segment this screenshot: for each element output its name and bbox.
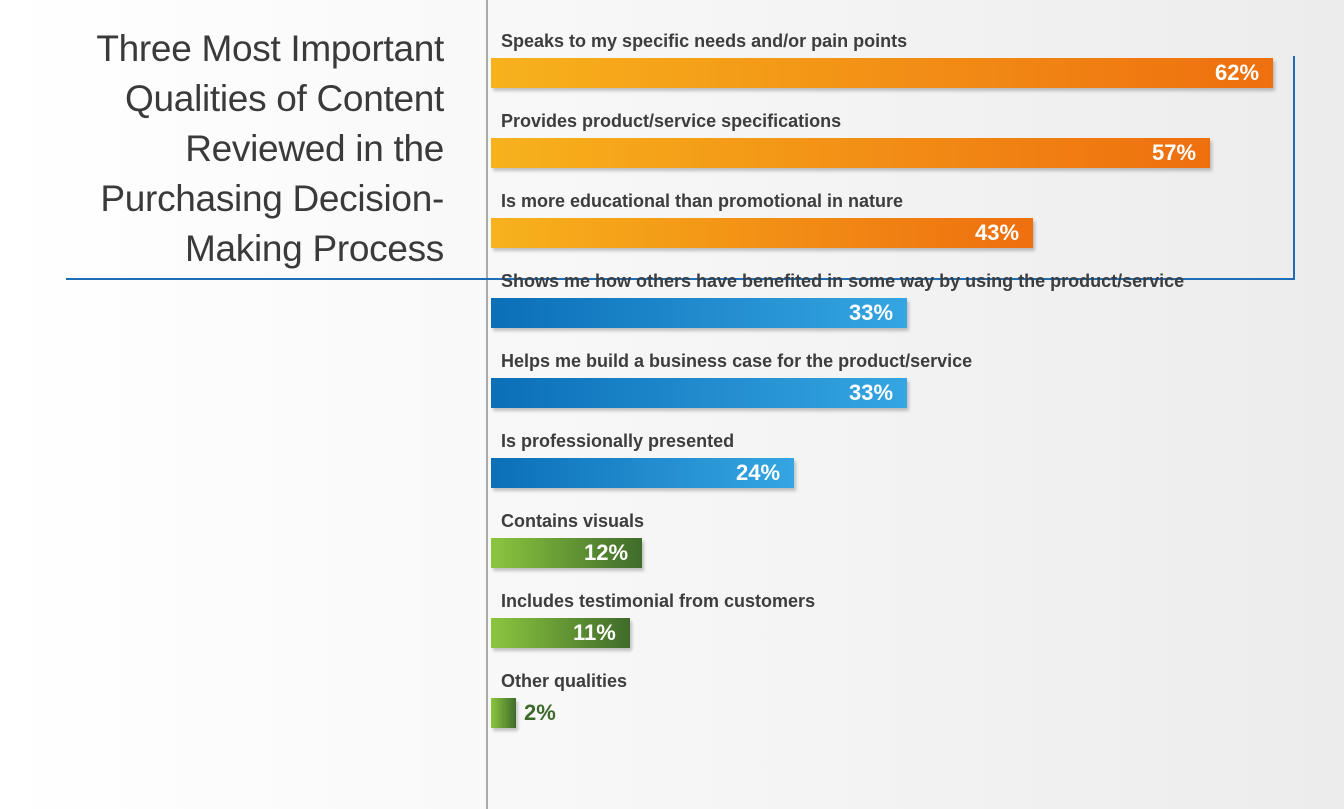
category-label: Contains visuals: [501, 511, 645, 531]
value-label: 57%: [1152, 140, 1197, 165]
bar: [491, 58, 1273, 88]
bar: [491, 218, 1033, 248]
bar: [491, 698, 516, 728]
bar: [491, 298, 907, 328]
value-label: 24%: [736, 460, 781, 485]
top-three-underline: [66, 278, 1295, 280]
title-line-2: Qualities of Content: [125, 78, 444, 119]
title-line-1: Three Most Important: [96, 28, 444, 69]
category-label: Is professionally presented: [501, 431, 735, 451]
bar: [491, 138, 1210, 168]
value-label: 33%: [849, 300, 894, 325]
category-label: Helps me build a business case for the p…: [501, 351, 973, 371]
title-line-4: Purchasing Decision-: [100, 178, 444, 219]
title-line-5: Making Process: [184, 228, 444, 269]
category-label: Speaks to my specific needs and/or pain …: [501, 31, 908, 51]
value-label: 2%: [524, 700, 556, 725]
value-label: 43%: [975, 220, 1020, 245]
value-label: 11%: [573, 620, 616, 645]
value-label: 12%: [584, 540, 629, 565]
category-label: Includes testimonial from customers: [501, 591, 816, 611]
category-label: Is more educational than promotional in …: [501, 191, 904, 211]
category-label: Other qualities: [501, 671, 628, 691]
category-label: Provides product/service specifications: [501, 111, 842, 131]
top-three-bracket: [1293, 56, 1295, 280]
value-label: 62%: [1215, 60, 1260, 85]
title-line-3: Reviewed in the: [185, 128, 444, 169]
bar: [491, 618, 630, 648]
vertical-divider: [486, 0, 488, 809]
chart-title: Three Most Important Qualities of Conten…: [24, 24, 444, 274]
bar: [491, 458, 794, 488]
bar: [491, 538, 642, 568]
value-label: 33%: [849, 380, 894, 405]
category-label: Shows me how others have benefited in so…: [501, 271, 1185, 291]
bar: [491, 378, 907, 408]
